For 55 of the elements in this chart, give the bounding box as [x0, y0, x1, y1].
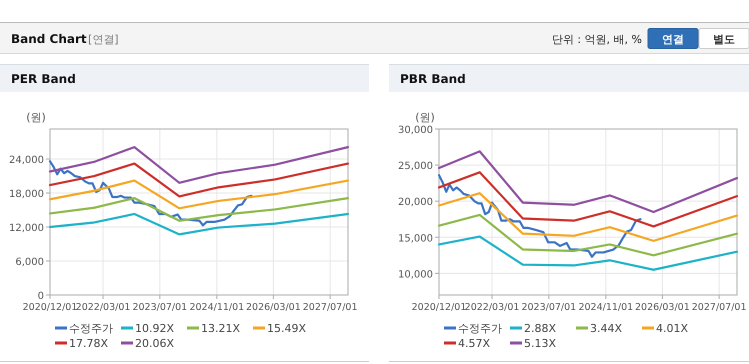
y-tick-label: 12,000: [9, 223, 44, 234]
line-series: [48, 212, 350, 236]
y-tick-label: 18,000: [9, 189, 44, 200]
legend-label: 3.44X: [590, 322, 622, 335]
legend-label: 10.92X: [135, 322, 174, 335]
x-tick-label: 2023/07/01: [132, 302, 188, 313]
text: 연결: [662, 33, 684, 46]
text: 별도: [713, 33, 735, 46]
line-series: [48, 162, 350, 198]
legend-label: 15.49X: [267, 322, 306, 335]
y-axis-title: (원): [415, 111, 435, 124]
y-tick-label: 6,000: [15, 257, 44, 268]
chart-title: PER Band: [11, 72, 76, 86]
line-series: [438, 171, 738, 228]
legend-label: 4.01X: [656, 322, 688, 335]
legend-label: 수정주가: [69, 322, 113, 335]
line-series: [48, 160, 253, 226]
y-tick-label: 10,000: [398, 269, 433, 280]
line-series: [438, 150, 738, 214]
legend-label: 2.88X: [524, 322, 556, 335]
y-tick-label: 24,000: [9, 155, 44, 166]
legend-label: 5.13X: [524, 337, 556, 350]
legend-label: 4.57X: [458, 337, 490, 350]
x-tick-label: 2020/12/01: [22, 302, 78, 313]
text: 단위 : 억원, 배, %: [552, 33, 642, 46]
text: [연결]: [88, 33, 119, 46]
line-series: [48, 179, 350, 210]
legend-label: 20.06X: [135, 337, 174, 350]
x-tick-label: 2022/03/01: [464, 302, 520, 313]
y-axis-title: (원): [26, 111, 46, 124]
line-series: [438, 235, 738, 271]
x-tick-label: 2024/11/01: [578, 302, 634, 313]
chart-title: PBR Band: [400, 72, 466, 86]
x-tick-label: 2020/12/01: [412, 302, 466, 313]
x-tick-label: 2027/07/01: [692, 302, 747, 313]
y-tick-label: 0: [38, 291, 44, 302]
y-tick-label: 30,000: [398, 125, 433, 136]
legend-label: 17.78X: [69, 337, 108, 350]
y-tick-label: 25,000: [398, 161, 433, 172]
text: Band Chart: [11, 32, 87, 46]
x-tick-label: 2027/07/01: [302, 302, 358, 313]
line-series: [438, 192, 738, 242]
line-series: [438, 214, 738, 256]
legend-label: 수정주가: [458, 322, 502, 335]
legend-label: 13.21X: [201, 322, 240, 335]
y-tick-label: 20,000: [398, 197, 433, 208]
line-series: [48, 197, 350, 222]
x-tick-label: 2026/03/01: [246, 302, 301, 313]
x-tick-label: 2024/11/01: [189, 302, 244, 313]
line-series: [48, 146, 350, 184]
line-series: [438, 174, 642, 258]
y-tick-label: 15,000: [398, 233, 433, 244]
x-tick-label: 2026/03/01: [635, 302, 690, 313]
x-tick-label: 2023/07/01: [521, 302, 576, 313]
x-tick-label: 2022/03/01: [76, 302, 130, 313]
